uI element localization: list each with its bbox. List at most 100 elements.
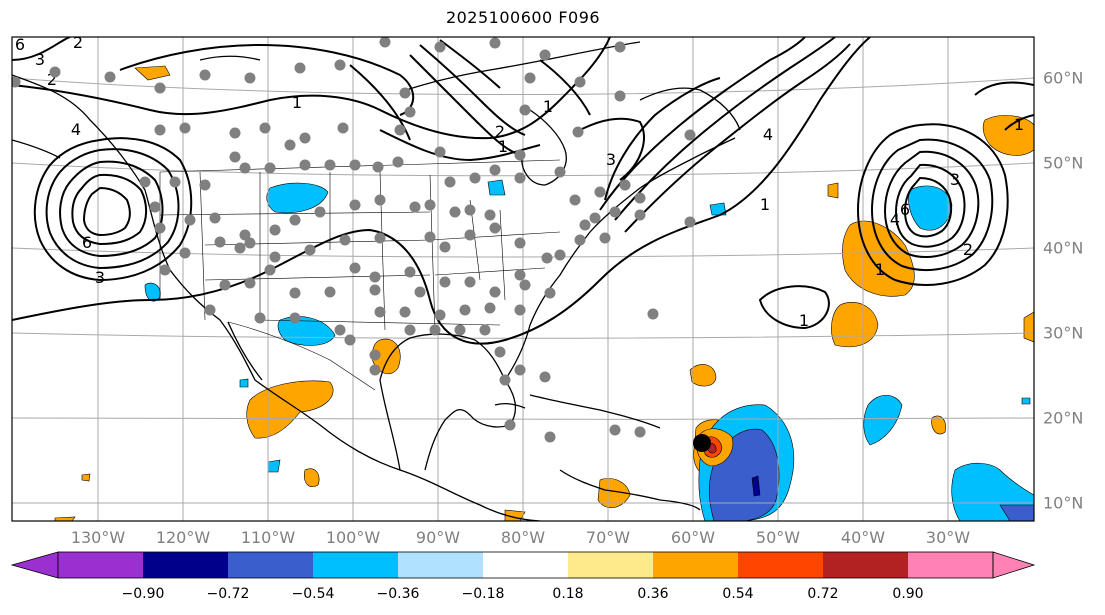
contour-lines: [12, 37, 1034, 345]
positive-anomaly-area: [304, 468, 320, 488]
station-dot: [594, 186, 606, 198]
station-dot: [519, 104, 531, 116]
station-dot: [139, 176, 151, 188]
station-dot: [414, 286, 426, 298]
station-dot: [337, 122, 349, 134]
lat-label: 30°N: [1043, 323, 1084, 343]
station-dot: [289, 312, 301, 324]
station-dot: [229, 127, 241, 139]
colorbar-extend-max: [992, 551, 1036, 579]
colorbar-tick-label: 0.18: [552, 586, 584, 602]
station-dot: [454, 324, 466, 336]
colorbar-tick-label: −0.72: [206, 586, 250, 602]
station-dot: [184, 214, 196, 226]
station-dot: [334, 59, 346, 71]
contour-label: 1: [543, 97, 553, 116]
colorbar-segment: [908, 552, 993, 578]
negative-anomaly-area: [709, 202, 727, 216]
station-dot: [514, 364, 526, 376]
positive-anomaly-area: [827, 182, 839, 199]
station-dot: [49, 66, 61, 78]
station-dot: [569, 194, 581, 206]
station-dot: [404, 324, 416, 336]
station-dot: [219, 279, 231, 291]
colorbar-tick-label: −0.36: [376, 586, 420, 602]
negative-anomaly-area: [999, 504, 1034, 521]
station-dot: [494, 346, 506, 358]
lat-label: 50°N: [1043, 153, 1084, 173]
colorbar: [10, 551, 1036, 579]
lon-label: 120°W: [155, 528, 211, 547]
contour-label: 2: [963, 240, 973, 259]
station-dot: [514, 149, 526, 161]
negative-anomaly-area: [487, 179, 506, 196]
station-dot: [374, 306, 386, 318]
station-dot: [284, 139, 296, 151]
positive-anomaly-area: [597, 478, 631, 508]
colorbar-tick-label: −0.54: [291, 586, 335, 602]
colorbar-segment: [58, 552, 143, 578]
positive-anomaly-area: [134, 65, 171, 81]
station-dot: [634, 192, 646, 204]
lon-label: 110°W: [240, 528, 296, 547]
colorbar-tick-label: 0.36: [637, 586, 669, 602]
station-dot: [572, 126, 584, 138]
lon-label: 80°W: [500, 528, 546, 547]
station-dot: [379, 37, 391, 48]
negative-anomaly-area: [277, 316, 336, 346]
station-dot: [464, 204, 476, 216]
station-dot: [574, 234, 586, 246]
station-dot: [229, 151, 241, 163]
positive-anomaly-area: [931, 415, 946, 435]
colorbar-outline: [57, 551, 994, 579]
colorbar-tick-label: −0.18: [461, 586, 505, 602]
map-title: 2025100600 F096: [445, 8, 601, 27]
station-dot: [614, 90, 626, 102]
station-dot: [372, 161, 384, 173]
colorbar-segment: [483, 552, 568, 578]
contour-label: 3: [95, 268, 105, 287]
negative-anomaly-area: [863, 394, 903, 446]
contour-value-labels: 1 1 1 1 1 1 1 2 2 2 2 3 3 3 3 4 4 4 6 6 …: [15, 37, 1024, 330]
station-dot: [464, 229, 476, 241]
contour-label: 6: [900, 200, 910, 219]
station-dot: [574, 76, 586, 88]
station-dot: [439, 241, 451, 253]
station-dot: [299, 159, 311, 171]
lon-label: 100°W: [325, 528, 381, 547]
station-dot: [299, 132, 311, 144]
station-dot: [544, 287, 556, 299]
station-dot: [12, 76, 21, 88]
lon-label: 90°W: [415, 528, 461, 547]
station-markers: [12, 37, 696, 443]
station-dot: [449, 206, 461, 218]
contour-label: 4: [763, 125, 773, 144]
station-dot: [209, 212, 221, 224]
station-dot: [199, 179, 211, 191]
station-dot: [349, 262, 361, 274]
station-dot: [424, 199, 436, 211]
lon-label: 40°W: [840, 528, 886, 547]
station-dot: [519, 279, 531, 291]
station-dot: [634, 209, 646, 221]
station-dot: [369, 349, 381, 361]
station-dot: [434, 146, 446, 158]
station-dot: [334, 324, 346, 336]
station-dot: [544, 431, 556, 443]
station-dot: [314, 206, 326, 218]
station-dot: [609, 206, 621, 218]
positive-anomaly-area: [371, 338, 401, 375]
colorbar-segment: [228, 552, 313, 578]
contour-label: 3: [606, 150, 616, 169]
station-dot: [349, 199, 361, 211]
station-dot: [554, 166, 566, 178]
station-dot: [392, 156, 404, 168]
colorbar-segment: [568, 552, 653, 578]
station-dot: [154, 222, 166, 234]
station-dot: [159, 264, 171, 276]
positive-anomaly-area: [54, 516, 76, 521]
station-dot: [394, 124, 406, 136]
negative-anomaly-area: [239, 378, 249, 388]
station-dot: [304, 244, 316, 256]
station-dot: [289, 214, 301, 226]
